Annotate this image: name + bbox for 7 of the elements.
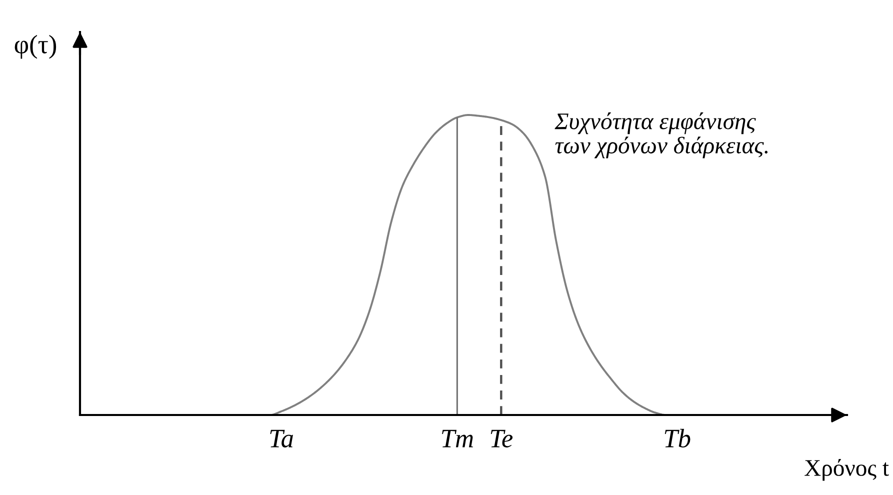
- x-tick-label: Te: [490, 430, 513, 448]
- y-axis-title: φ(τ): [14, 34, 56, 59]
- annotation: Συχνότητα εμφάνισης των χρόνων διάρκειας.: [554, 112, 768, 158]
- x-tick-label: Tb: [664, 428, 690, 448]
- x-tick-label: Tm: [442, 430, 473, 448]
- x-axis-title: Χρόνος t: [804, 459, 889, 481]
- x-tick-label: Ta: [270, 430, 293, 448]
